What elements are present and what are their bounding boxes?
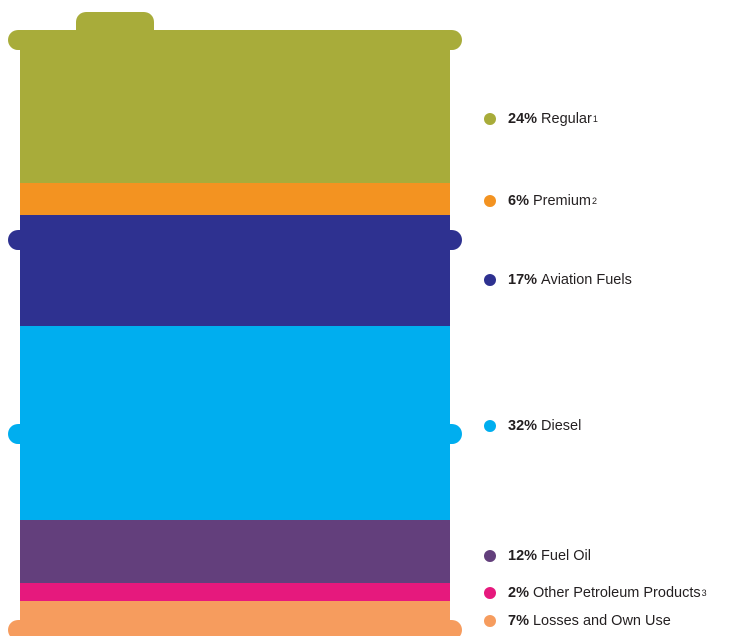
legend-swatch xyxy=(484,420,496,432)
segment-fuel-oil xyxy=(8,520,462,584)
legend-item: 24% Regular 1 xyxy=(484,109,598,129)
segment-premium xyxy=(8,183,462,216)
legend-swatch xyxy=(484,550,496,562)
segment-aviation-fuels xyxy=(8,215,462,327)
legend-label: Regular xyxy=(541,111,592,127)
legend-label: Losses and Own Use xyxy=(532,613,671,629)
legend-swatch xyxy=(484,615,496,627)
legend-label: Fuel Oil xyxy=(541,548,591,564)
segment-regular xyxy=(8,12,462,184)
segment-diesel xyxy=(8,326,462,521)
legend-label: Aviation Fuels xyxy=(541,272,632,288)
legend-value: 12% xyxy=(508,548,538,564)
legend-item: 6% Premium 2 xyxy=(484,191,597,211)
legend-value: 24% xyxy=(508,111,538,127)
legend-swatch xyxy=(484,113,496,125)
barrel-segments xyxy=(8,12,462,636)
legend-label: Premium xyxy=(532,193,591,209)
legend-item: 2% Other Petroleum Products 3 xyxy=(484,583,707,603)
segment-losses-and-own-use xyxy=(8,601,462,636)
legend-item: 7% Losses and Own Use xyxy=(484,611,671,631)
segment-other-petroleum-products xyxy=(8,583,462,602)
legend-value: 7% xyxy=(508,613,529,629)
legend-label: Other Petroleum Products xyxy=(532,585,701,601)
legend-item: 17% Aviation Fuels xyxy=(484,270,632,290)
legend-swatch xyxy=(484,587,496,599)
legend-value: 6% xyxy=(508,193,529,209)
legend-value: 17% xyxy=(508,272,538,288)
legend-item: 12% Fuel Oil xyxy=(484,546,591,566)
legend-swatch xyxy=(484,195,496,207)
legend-label: Diesel xyxy=(541,418,582,434)
legend-item: 32% Diesel xyxy=(484,416,581,436)
legend-value: 32% xyxy=(508,418,538,434)
legend-swatch xyxy=(484,274,496,286)
legend-value: 2% xyxy=(508,585,529,601)
